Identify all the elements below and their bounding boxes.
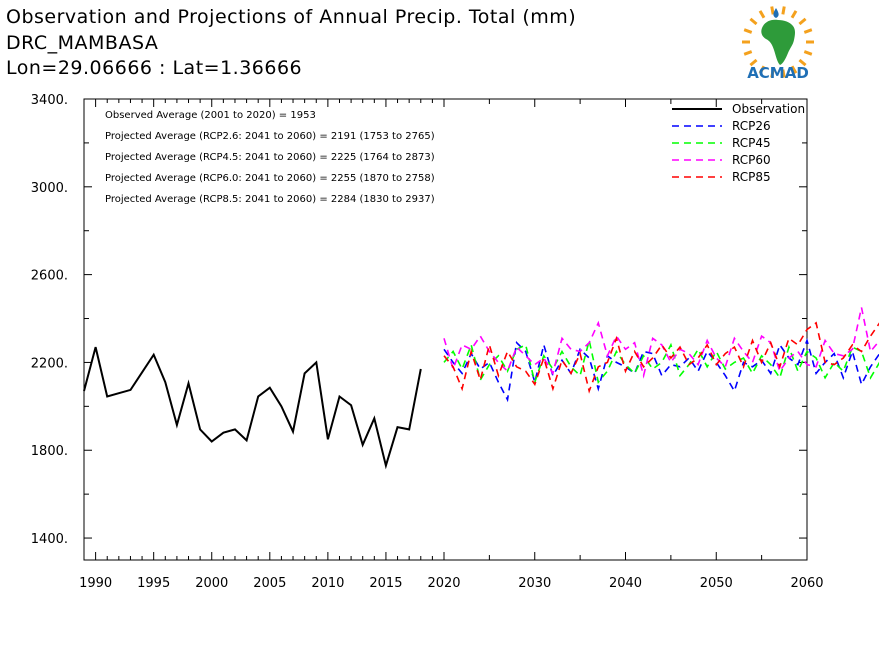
x-tick-label: 1995: [137, 576, 170, 591]
x-tick-label: 2060: [790, 576, 823, 591]
legend-label: RCP26: [732, 119, 771, 133]
series-line-observation: [83, 346, 422, 470]
sun-ray: [770, 6, 775, 15]
station-name: DRC_MAMBASA: [6, 32, 159, 54]
x-axis: 1990 1995 2000 2005 2010 2015 2020 2030 2040 2050…: [79, 99, 824, 591]
sun-ray: [803, 28, 813, 34]
sun-ray: [743, 28, 753, 34]
series-line-rcp45: [443, 340, 879, 386]
sun-ray: [758, 10, 766, 19]
annotations: Observed Average (2001 to 2020) = 1953 Pr…: [105, 110, 435, 205]
y-tick-label: 2200.: [31, 356, 68, 371]
x-tick-label: 1990: [79, 576, 112, 591]
series-line-rcp26: [443, 337, 879, 403]
sun-ray: [781, 6, 786, 15]
y-tick-label: 3400.: [31, 93, 68, 108]
y-tick-label: 1400.: [31, 532, 68, 547]
legend-label: Observation: [732, 102, 805, 116]
annotation-text: Projected Average (RCP6.0: 2041 to 2060)…: [105, 173, 435, 184]
legend-label: RCP60: [732, 153, 771, 167]
africa-map-sun-icon: [742, 6, 814, 78]
x-tick-label: 2030: [518, 576, 551, 591]
x-tick-label: 2005: [253, 576, 286, 591]
y-tick-label: 1800.: [31, 444, 68, 459]
x-tick-label: 2050: [700, 576, 733, 591]
chart-title: Observation and Projections of Annual Pr…: [6, 6, 577, 28]
sun-ray: [749, 58, 758, 67]
annotation-text: Observed Average (2001 to 2020) = 1953: [105, 110, 316, 121]
annotation-text: Projected Average (RCP8.5: 2041 to 2060)…: [105, 194, 435, 205]
y-tick-label: 3000.: [31, 181, 68, 196]
sun-ray: [803, 50, 813, 56]
x-tick-label: 2010: [311, 576, 344, 591]
annotation-text: Projected Average (RCP2.6: 2041 to 2060)…: [105, 131, 435, 142]
sun-ray: [758, 65, 766, 74]
acmad-logo: ACMAD: [742, 6, 814, 82]
y-axis: 1400. 1800. 2200. 2600. 3000. 3400.: [31, 93, 807, 547]
series-line-rcp60: [443, 307, 879, 379]
legend: Observation RCP26 RCP45 RCP60 RCP85: [672, 102, 805, 184]
sun-ray: [770, 69, 775, 78]
sun-ray: [790, 65, 798, 74]
legend-label: RCP85: [732, 170, 771, 184]
sun-ray: [798, 58, 807, 67]
sun-ray: [798, 17, 807, 26]
plot-frame: [83, 98, 808, 561]
x-tick-label: 2000: [195, 576, 228, 591]
legend-label: RCP45: [732, 136, 771, 150]
sun-ray: [749, 17, 758, 26]
x-tick-label: 2015: [369, 576, 402, 591]
sun-ray: [781, 69, 786, 78]
x-tick-label: 2040: [609, 576, 642, 591]
logo-text: ACMAD: [747, 64, 809, 82]
annotation-text: Projected Average (RCP4.5: 2041 to 2060)…: [105, 152, 435, 163]
sun-ray: [790, 10, 798, 19]
x-tick-label: 2020: [427, 576, 460, 591]
y-tick-label: 2600.: [31, 269, 68, 284]
sun-ray: [743, 50, 753, 56]
series-line-rcp85: [443, 321, 879, 394]
series-layer: [83, 307, 879, 470]
station-coordinates: Lon=29.06666 : Lat=1.36666: [6, 57, 303, 79]
